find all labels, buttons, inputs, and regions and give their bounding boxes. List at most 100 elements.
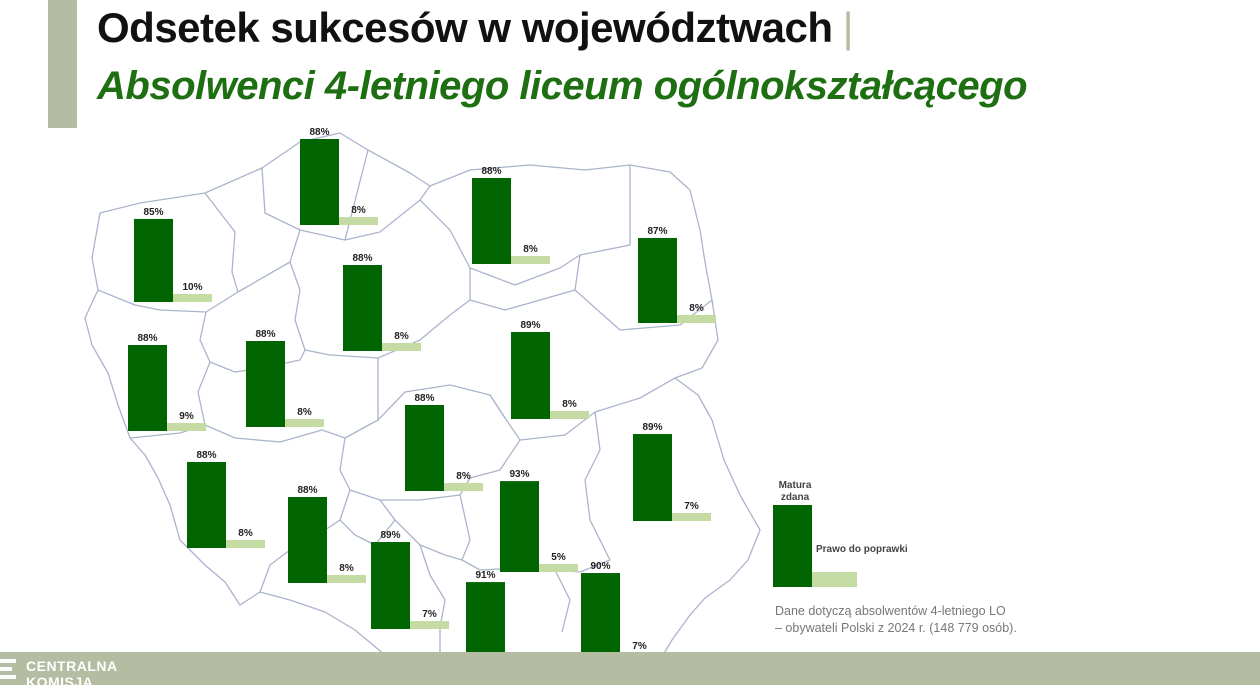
region-wielkopolskie: 88% 8% <box>246 329 324 427</box>
footer-logo-text: CENTRALNA KOMISJA <box>26 658 118 690</box>
data-note: Dane dotyczą absolwentów 4-letniego LO –… <box>775 603 1017 637</box>
region-border <box>97 192 239 313</box>
bar-retake-kujawsko-pomorskie <box>382 343 421 351</box>
region-zachodniopomorskie: 85% 10% <box>134 207 212 302</box>
bar-retake-warminsko-mazurskie <box>511 256 550 264</box>
label-retake-warminsko-mazurskie: 8% <box>523 244 538 255</box>
bar-retake-zachodniopomorskie <box>173 294 212 302</box>
label-pass-mazowieckie: 89% <box>520 320 540 331</box>
label-pass-malopolskie: 91% <box>475 570 495 581</box>
bar-pass-warminsko-mazurskie <box>472 178 511 264</box>
label-pass-opolskie: 88% <box>297 485 317 496</box>
region-dolnoslaskie: 88% 8% <box>187 450 265 548</box>
bar-pass-swietokrzyskie <box>500 481 539 572</box>
bar-pass-pomorskie <box>300 139 339 225</box>
label-retake-lubelskie: 7% <box>684 501 699 512</box>
label-retake-dolnoslaskie: 8% <box>238 528 253 539</box>
label-retake-podlaskie: 8% <box>689 303 704 314</box>
bar-retake-slaskie <box>410 621 449 629</box>
label-pass-kujawsko-pomorskie: 88% <box>352 253 372 264</box>
region-border <box>344 185 431 241</box>
bar-retake-dolnoslaskie <box>226 540 265 548</box>
label-pass-pomorskie: 88% <box>309 127 329 138</box>
region-kujawsko-pomorskie: 88% 8% <box>343 253 421 351</box>
page-title: Odsetek sukcesów w województwach | <box>97 4 854 51</box>
legend-retake-label: Prawo do poprawki <box>816 544 908 555</box>
label-retake-pomorskie: 8% <box>351 205 366 216</box>
data-note-line-1: Dane dotyczą absolwentów 4-letniego LO <box>775 604 1006 618</box>
bar-pass-lubuskie <box>128 345 167 431</box>
bar-pass-dolnoslaskie <box>187 462 226 548</box>
label-pass-lubelskie: 89% <box>642 422 662 433</box>
region-lodzkie: 88% 8% <box>405 393 483 491</box>
region-border <box>349 489 471 561</box>
label-retake-mazowieckie: 8% <box>562 399 577 410</box>
footer-logo-line-1: CENTRALNA <box>26 658 118 674</box>
region-pomorskie: 88% 8% <box>300 127 378 225</box>
bar-pass-zachodniopomorskie <box>134 218 173 302</box>
label-retake-swietokrzyskie: 5% <box>551 552 566 563</box>
data-note-line-2: – obywateli Polski z 2024 r. (148 779 os… <box>775 621 1017 635</box>
page-subtitle: Absolwenci 4-letniego liceum ogólnokszta… <box>97 64 1028 108</box>
region-border <box>339 519 396 546</box>
bar-pass-mazowieckie <box>511 332 550 419</box>
label-retake-lubuskie: 9% <box>179 411 194 422</box>
label-pass-swietokrzyskie: 93% <box>509 469 529 480</box>
label-retake-opolskie: 8% <box>339 563 354 574</box>
region-border <box>469 289 576 311</box>
label-pass-warminsko-mazurskie: 88% <box>481 166 501 177</box>
label-retake-zachodniopomorskie: 10% <box>182 282 202 293</box>
label-retake-wielkopolskie: 8% <box>297 407 312 418</box>
bar-pass-wielkopolskie <box>246 341 285 427</box>
region-slaskie: 89% 7% <box>371 530 449 629</box>
bar-retake-lubuskie <box>167 423 206 431</box>
footer-logo-line-2: KOMISJA <box>26 674 94 690</box>
label-retake-kujawsko-pomorskie: 8% <box>394 331 409 342</box>
label-pass-slaskie: 89% <box>380 530 400 541</box>
label-pass-dolnoslaskie: 88% <box>196 450 216 461</box>
region-mazowieckie: 89% 8% <box>511 320 589 419</box>
bar-retake-swietokrzyskie <box>539 564 578 572</box>
bar-retake-mazowieckie <box>550 411 589 419</box>
label-pass-podkarpackie: 90% <box>590 561 610 572</box>
label-pass-wielkopolskie: 88% <box>255 329 275 340</box>
region-lubelskie: 89% 7% <box>633 422 711 521</box>
bar-retake-wielkopolskie <box>285 419 324 427</box>
accent-bar <box>48 0 77 128</box>
bar-pass-podlaskie <box>638 237 677 323</box>
region-podkarpackie: 90% 7% <box>581 561 659 661</box>
cke-logo-icon <box>0 659 16 679</box>
region-border <box>419 165 631 286</box>
label-pass-lodzkie: 88% <box>414 393 434 404</box>
title-separator: | <box>842 4 854 51</box>
label-retake-podkarpackie: 7% <box>632 641 647 652</box>
region-podlaskie: 87% 8% <box>638 226 716 323</box>
bar-groups: 88%8%88%8%85%10%87%8%88%8%88%9%88%8%89%8… <box>128 127 716 671</box>
bar-pass-lodzkie <box>405 405 444 491</box>
bar-retake-lubelskie <box>672 513 711 521</box>
bar-pass-podkarpackie <box>581 573 620 661</box>
bar-retake-pomorskie <box>339 217 378 225</box>
region-border <box>129 311 211 439</box>
region-border <box>377 384 521 496</box>
label-pass-podlaskie: 87% <box>647 226 667 237</box>
region-border <box>419 544 446 668</box>
label-pass-zachodniopomorskie: 85% <box>143 207 163 218</box>
map-outline <box>84 132 761 683</box>
region-border <box>237 229 301 293</box>
bar-retake-opolskie <box>327 575 366 583</box>
label-pass-lubuskie: 88% <box>137 333 157 344</box>
bar-pass-opolskie <box>288 497 327 583</box>
label-retake-lodzkie: 8% <box>456 471 471 482</box>
region-lubuskie: 88% 9% <box>128 333 206 431</box>
legend-pass-label: Matura zdana <box>778 480 812 503</box>
bar-pass-lubelskie <box>633 434 672 521</box>
legend-retake-swatch <box>812 572 857 587</box>
bar-pass-kujawsko-pomorskie <box>343 265 382 351</box>
bar-retake-lodzkie <box>444 483 483 491</box>
bar-retake-podlaskie <box>677 315 716 323</box>
legend-pass-swatch <box>773 505 812 587</box>
country-border <box>84 132 761 683</box>
bar-pass-slaskie <box>371 542 410 629</box>
